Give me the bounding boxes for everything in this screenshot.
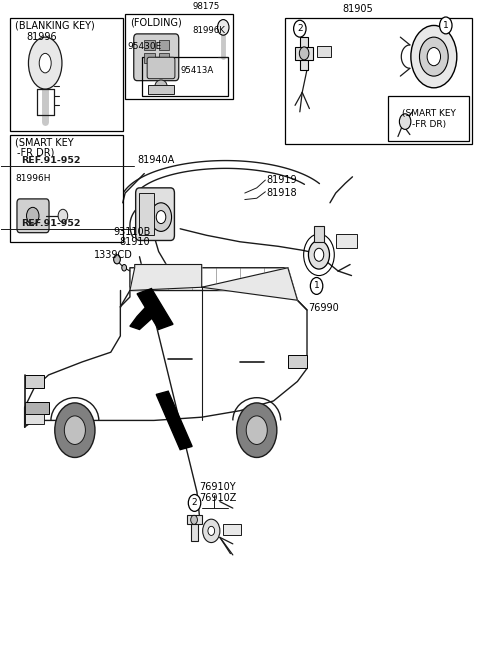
Text: 1: 1 [443, 21, 449, 30]
Text: 76990: 76990 [308, 303, 339, 314]
Bar [144, 53, 155, 63]
FancyBboxPatch shape [134, 34, 179, 81]
FancyBboxPatch shape [136, 188, 174, 240]
Circle shape [440, 17, 452, 34]
Circle shape [188, 495, 201, 512]
Polygon shape [202, 268, 298, 300]
Bar [24, 402, 48, 414]
Text: 81940A: 81940A [137, 155, 174, 165]
Bar [295, 47, 313, 60]
Bar [223, 524, 241, 535]
Polygon shape [137, 289, 173, 329]
Bar [140, 193, 154, 235]
Text: 2: 2 [297, 24, 302, 33]
Bar [144, 41, 155, 50]
Polygon shape [156, 391, 192, 450]
Circle shape [26, 208, 39, 224]
Bar [10, 18, 123, 132]
Bar [317, 47, 331, 56]
Circle shape [191, 515, 197, 525]
Text: 81910: 81910 [120, 237, 150, 247]
Circle shape [420, 37, 448, 76]
Circle shape [203, 519, 220, 542]
Circle shape [300, 47, 309, 60]
Ellipse shape [39, 53, 51, 73]
Circle shape [122, 265, 127, 271]
Bar [300, 37, 309, 69]
Circle shape [151, 203, 171, 231]
Circle shape [411, 26, 457, 88]
Circle shape [399, 114, 411, 130]
Bar [24, 414, 44, 424]
Bar [10, 134, 123, 242]
Bar [187, 515, 202, 525]
Bar [158, 41, 169, 50]
Text: 76910Z: 76910Z [199, 493, 237, 503]
Circle shape [309, 240, 329, 269]
Bar [286, 18, 472, 144]
Bar [142, 56, 228, 96]
Text: 98175: 98175 [192, 2, 219, 11]
Ellipse shape [155, 80, 167, 92]
Circle shape [64, 416, 85, 445]
Text: 81919: 81919 [266, 175, 297, 185]
Text: 2: 2 [192, 498, 197, 508]
Text: (SMART KEY: (SMART KEY [15, 138, 73, 148]
Text: 95430E: 95430E [128, 42, 162, 50]
Ellipse shape [58, 210, 68, 222]
Text: 81905: 81905 [342, 5, 372, 14]
Bar [158, 53, 169, 63]
Text: 81996H: 81996H [15, 174, 50, 183]
Circle shape [217, 20, 229, 35]
Circle shape [114, 255, 120, 264]
Circle shape [208, 527, 215, 535]
Text: 76910Y: 76910Y [199, 482, 236, 492]
Polygon shape [130, 265, 202, 291]
Text: 1: 1 [314, 282, 320, 290]
Text: 81996: 81996 [26, 32, 57, 42]
Bar [24, 375, 44, 388]
Text: (BLANKING KEY): (BLANKING KEY) [15, 21, 95, 31]
Text: REF.91-952: REF.91-952 [21, 156, 81, 165]
Text: 95413A: 95413A [180, 66, 214, 75]
Bar [125, 14, 233, 99]
Circle shape [55, 403, 95, 457]
Circle shape [237, 403, 277, 457]
Text: (SMART KEY: (SMART KEY [402, 109, 456, 118]
Bar [191, 516, 198, 540]
Bar [336, 234, 357, 248]
Ellipse shape [28, 37, 62, 89]
Text: 81996K: 81996K [192, 26, 225, 35]
Text: (FOLDING): (FOLDING) [130, 18, 181, 28]
Text: -FR DR): -FR DR) [412, 120, 446, 128]
Circle shape [156, 211, 166, 223]
Text: REF.91-952: REF.91-952 [21, 219, 81, 228]
Polygon shape [130, 300, 156, 329]
Circle shape [427, 48, 441, 66]
Circle shape [311, 278, 323, 294]
Text: 93110B: 93110B [113, 227, 151, 237]
Circle shape [314, 248, 324, 261]
Circle shape [294, 20, 306, 37]
Bar [388, 96, 469, 141]
Text: 81918: 81918 [266, 188, 297, 198]
FancyBboxPatch shape [147, 57, 175, 79]
FancyBboxPatch shape [17, 199, 49, 233]
Circle shape [246, 416, 267, 445]
Text: -FR DR): -FR DR) [17, 147, 55, 158]
Text: 1339CD: 1339CD [94, 250, 133, 260]
Bar [314, 225, 324, 242]
Bar [288, 356, 307, 369]
Bar [148, 84, 174, 94]
